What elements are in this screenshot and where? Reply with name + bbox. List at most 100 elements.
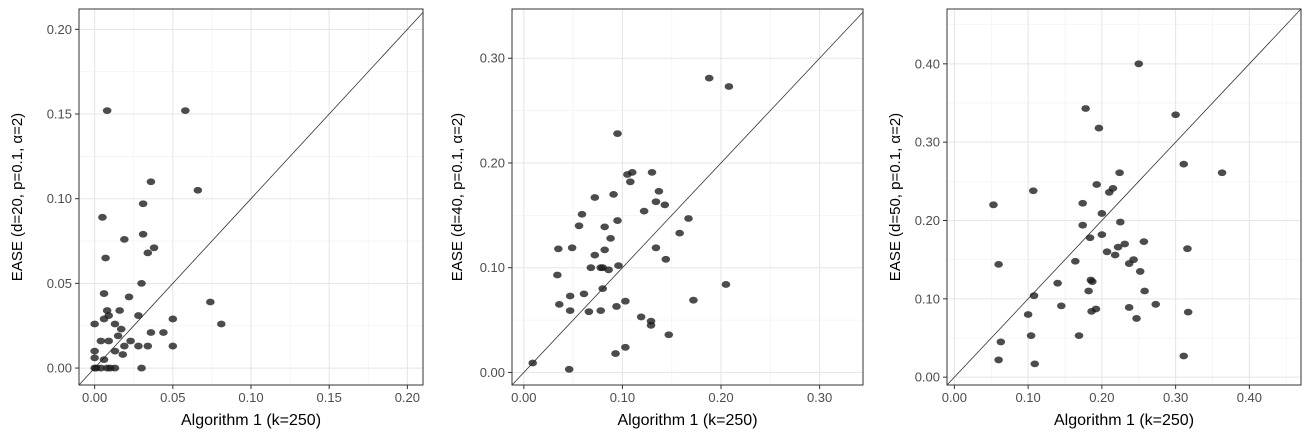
x-tick-label: 0.30 (807, 390, 832, 405)
data-point (1074, 332, 1084, 340)
data-point (577, 210, 587, 218)
x-axis-title: Algorithm 1 (k=250) (1054, 412, 1194, 429)
data-point (90, 320, 99, 328)
data-point (1084, 287, 1093, 295)
data-point (590, 251, 600, 259)
data-point (586, 264, 596, 272)
data-point (124, 293, 134, 301)
data-point (598, 285, 608, 293)
y-tick-label: 0.40 (915, 56, 940, 71)
data-point (1134, 60, 1144, 68)
data-point (1097, 210, 1107, 217)
y-tick-label: 0.15 (47, 107, 72, 122)
data-point (684, 215, 693, 222)
data-point (138, 200, 148, 208)
data-point (704, 74, 714, 82)
data-point (1081, 105, 1090, 112)
x-tick-label: 0.20 (1089, 390, 1114, 405)
x-tick-label: 0.15 (317, 390, 342, 405)
y-tick-label: 0.00 (47, 361, 72, 376)
data-point (612, 303, 621, 310)
data-point (1023, 311, 1033, 318)
identity-line (511, 11, 864, 386)
data-point (1085, 234, 1095, 242)
data-point (138, 230, 148, 238)
scatter-panel-d40: 0.00 0.10 0.20 0.30 0.00 0.10 0.20 0.30 Algorith… (449, 8, 864, 429)
y-tick-label: 0.10 (480, 260, 505, 275)
y-tick-label: 0.10 (47, 191, 72, 206)
data-point (1120, 240, 1130, 248)
data-point (110, 347, 120, 355)
data-point (651, 198, 661, 206)
data-point (554, 245, 563, 253)
data-point (149, 244, 159, 252)
data-point (567, 244, 577, 252)
x-tick-label: 0.10 (1015, 390, 1040, 405)
data-point (989, 201, 998, 209)
data-point (1087, 278, 1097, 285)
data-point (661, 255, 671, 263)
data-point (146, 178, 156, 186)
data-point (1026, 332, 1036, 340)
data-point (1113, 243, 1123, 251)
identity-line (946, 8, 1302, 386)
data-point (651, 244, 661, 252)
y-axis-title: EASE (d=40, p=0.1, α=2) (449, 113, 466, 281)
data-point (1071, 257, 1080, 265)
x-tick-label: 0.10 (610, 390, 635, 405)
y-tick-label: 0.00 (915, 370, 940, 385)
data-point (1078, 221, 1087, 229)
data-point (555, 300, 564, 308)
data-point (689, 296, 698, 304)
data-point (1217, 169, 1227, 177)
data-point (660, 201, 670, 209)
data-point (1104, 188, 1114, 196)
data-point (639, 207, 649, 215)
data-point (1139, 238, 1149, 246)
data-point (102, 107, 112, 115)
data-point (181, 107, 190, 115)
data-point (120, 342, 129, 350)
data-point (626, 178, 635, 186)
data-point (1135, 268, 1145, 275)
data-point (102, 307, 112, 314)
data-point (143, 342, 153, 350)
data-point (654, 187, 664, 195)
data-point (137, 364, 146, 372)
x-tick-label: 0.05 (160, 390, 185, 405)
y-tick-label: 0.20 (480, 155, 505, 170)
y-tick-label: 0.05 (47, 276, 72, 291)
plot-border (511, 8, 864, 386)
x-tick-label: 0.10 (238, 390, 263, 405)
data-point (664, 331, 674, 339)
data-point (118, 351, 128, 358)
data-point (584, 308, 594, 316)
data-point (1057, 302, 1066, 310)
data-point (565, 292, 575, 300)
data-point (91, 364, 101, 372)
data-point (1087, 307, 1096, 315)
data-point (159, 329, 168, 336)
data-point (1183, 308, 1193, 316)
data-point (96, 337, 106, 345)
scatter-panel-d20: 0.00 0.05 0.10 0.15 0.20 0.00 0.05 0.10 0.15 0.20… (9, 8, 424, 429)
data-point (1030, 360, 1040, 368)
data-point (126, 337, 135, 345)
y-axis-title: EASE (d=20, p=0.1, α=2) (9, 113, 26, 281)
data-point (994, 356, 1003, 364)
x-tick-label: 0.40 (1237, 390, 1262, 405)
data-point (611, 350, 620, 357)
scatter-panel-d50: 0.00 0.10 0.20 0.30 0.40 0.00 0.10 0.20 0.30 0.40… (887, 8, 1302, 429)
data-point (579, 290, 589, 298)
data-point (606, 234, 615, 242)
identity-line (78, 12, 424, 386)
data-point (609, 190, 618, 198)
data-point (1179, 352, 1189, 360)
data-point (98, 213, 107, 221)
data-point (1124, 260, 1134, 267)
data-point (113, 332, 123, 340)
y-tick-label: 0.20 (47, 22, 72, 37)
grid (947, 9, 1301, 385)
data-point (137, 279, 146, 287)
data-point (1140, 287, 1149, 295)
